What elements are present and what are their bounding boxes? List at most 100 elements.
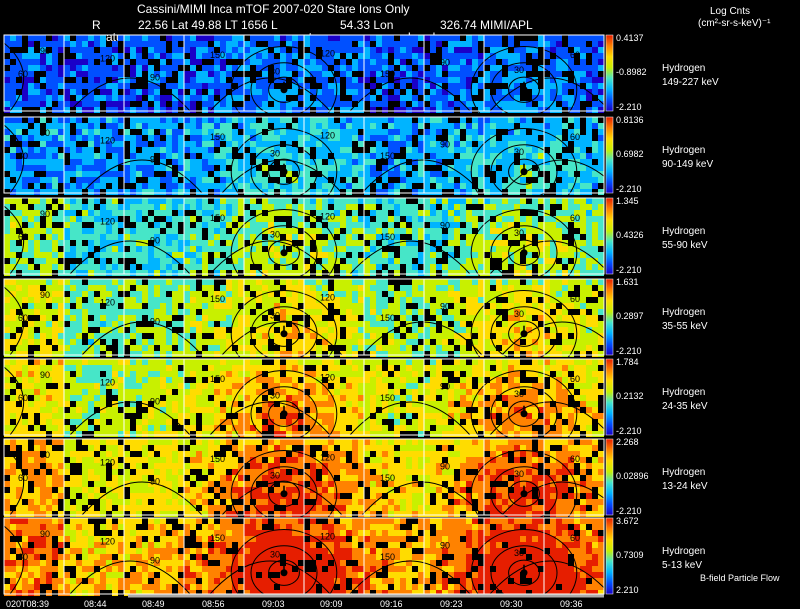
colorbar-units: (cm²-sr-s-keV)⁻¹ (698, 18, 771, 29)
frame-grid (3, 517, 605, 595)
colorbar-max-label: 0.4137 (616, 33, 644, 43)
contour-label: 90 (440, 220, 450, 230)
contour-label: 90 (440, 381, 450, 391)
contour-label: 30 (514, 228, 524, 238)
contour-label: 90 (40, 450, 50, 460)
planet-marker (280, 86, 288, 94)
time-tick-label: 08:49 (142, 599, 165, 609)
contour-label: 120 (320, 452, 335, 462)
contour-label: 60 (570, 294, 580, 304)
contour-label: 90 (150, 73, 160, 83)
contour-label: 90 (150, 155, 160, 165)
panel-species-label: Hydrogen (662, 307, 706, 318)
contour-label: 30 (270, 391, 280, 401)
contour-label: 30 (514, 309, 524, 319)
heatmap-cells (4, 439, 604, 517)
panel-energy-label: 90-149 keV (662, 159, 714, 170)
colorbar-min-label: -2.210 (616, 265, 642, 275)
panel-6: 90 60 120 90 150 30 120 150 90 30 60 (3, 438, 623, 538)
panel-species-label: Hydrogen (662, 63, 706, 74)
panel-species-label: Hydrogen (662, 387, 706, 398)
time-tick-label: 09:36 (560, 599, 583, 609)
planet-marker (520, 86, 528, 94)
colorbar (605, 197, 614, 275)
planet-marker (520, 168, 528, 176)
colorbar (605, 34, 614, 112)
planet-marker (520, 330, 528, 338)
footer-note: B-field Particle Flow (700, 573, 780, 583)
time-tick-label: 09:30 (500, 599, 523, 609)
frame-grid (3, 34, 605, 112)
contour-label: 30 (270, 149, 280, 159)
contour-label: 60 (570, 132, 580, 142)
contour-label: 30 (514, 548, 524, 558)
contour-label: 90 (440, 139, 450, 149)
panel-species-label: Hydrogen (662, 145, 706, 156)
panel-3: 90 60 120 90 150 30 120 150 90 30 60 (3, 197, 614, 297)
contour-label: 90 (40, 529, 50, 539)
contour-label: 60 (18, 69, 28, 79)
colorbar-title: Log Cnts (710, 6, 751, 17)
panel-energy-label: 55-90 keV (662, 240, 708, 251)
contour-label: 120 (320, 372, 335, 382)
planet-marker (280, 168, 288, 176)
time-tick-label: 09:16 (380, 599, 403, 609)
colorbar-mid-label: 0.2132 (616, 391, 644, 401)
colorbar (605, 278, 614, 356)
contour-label: 150 (380, 393, 395, 403)
frame-grid (3, 197, 605, 275)
contour-label: 60 (570, 533, 580, 543)
panel-energy-label: 35-55 keV (662, 321, 708, 332)
colorbar-min-label: -2.210 (616, 506, 642, 516)
panel-species-label: Hydrogen (662, 226, 706, 237)
contour-label: 90 (440, 540, 450, 550)
contour-label: 30 (270, 550, 280, 560)
time-tick-label: 08:44 (84, 599, 107, 609)
frame-grid (3, 438, 605, 516)
contour-label: 120 (320, 292, 335, 302)
contour-label: 90 (40, 46, 50, 56)
panel-species-label: Hydrogen (662, 467, 706, 478)
contour-label: 90 (150, 397, 160, 407)
contour-label: 150 (210, 454, 225, 464)
contour-label: 150 (380, 69, 395, 79)
colorbar (605, 116, 614, 194)
contour-label: 60 (18, 473, 28, 483)
contour-label: 90 (150, 556, 160, 566)
contour-label: 60 (18, 151, 28, 161)
contour-lines (3, 124, 623, 216)
time-tick-label: 09:23 (440, 599, 463, 609)
planet-marker (280, 490, 288, 498)
colorbar-max-label: 0.8136 (616, 115, 644, 125)
contour-label: 30 (270, 67, 280, 77)
colorbar-mid-label: 0.02896 (616, 471, 649, 481)
panel-2: 90 60 120 90 150 30 120 150 90 30 60 (3, 116, 623, 216)
contour-label: 30 (270, 471, 280, 481)
contour-label: 120 (100, 378, 115, 388)
contour-label: 90 (40, 209, 50, 219)
contour-label: 120 (320, 531, 335, 541)
panel-species-label: Hydrogen (662, 546, 706, 557)
contour-label: 30 (514, 147, 524, 157)
frame-grid (3, 358, 605, 436)
colorbar-mid-label: 0.2897 (616, 311, 644, 321)
contour-lines (3, 525, 611, 609)
contour-label: 150 (380, 232, 395, 242)
contour-label: 60 (570, 374, 580, 384)
colorbar-max-label: 1.784 (616, 357, 639, 367)
contour-label: 120 (320, 130, 335, 140)
colorbar-mid-label: 0.6982 (616, 149, 644, 159)
chart-title: Cassini/MIMI Inca mTOF 2007-020 Stare Io… (137, 2, 410, 16)
contour-label: 90 (40, 128, 50, 138)
contour-label: 90 (150, 236, 160, 246)
contour-label: 120 (320, 48, 335, 58)
planet-marker (520, 569, 528, 577)
heatmap-cells (4, 35, 604, 113)
planet-marker (520, 249, 528, 257)
heatmap-cells (4, 279, 604, 357)
contour-label: 150 (210, 132, 225, 142)
planet-marker (280, 249, 288, 257)
colorbar-min-label: -2.210 (616, 102, 642, 112)
colorbar (605, 517, 614, 595)
